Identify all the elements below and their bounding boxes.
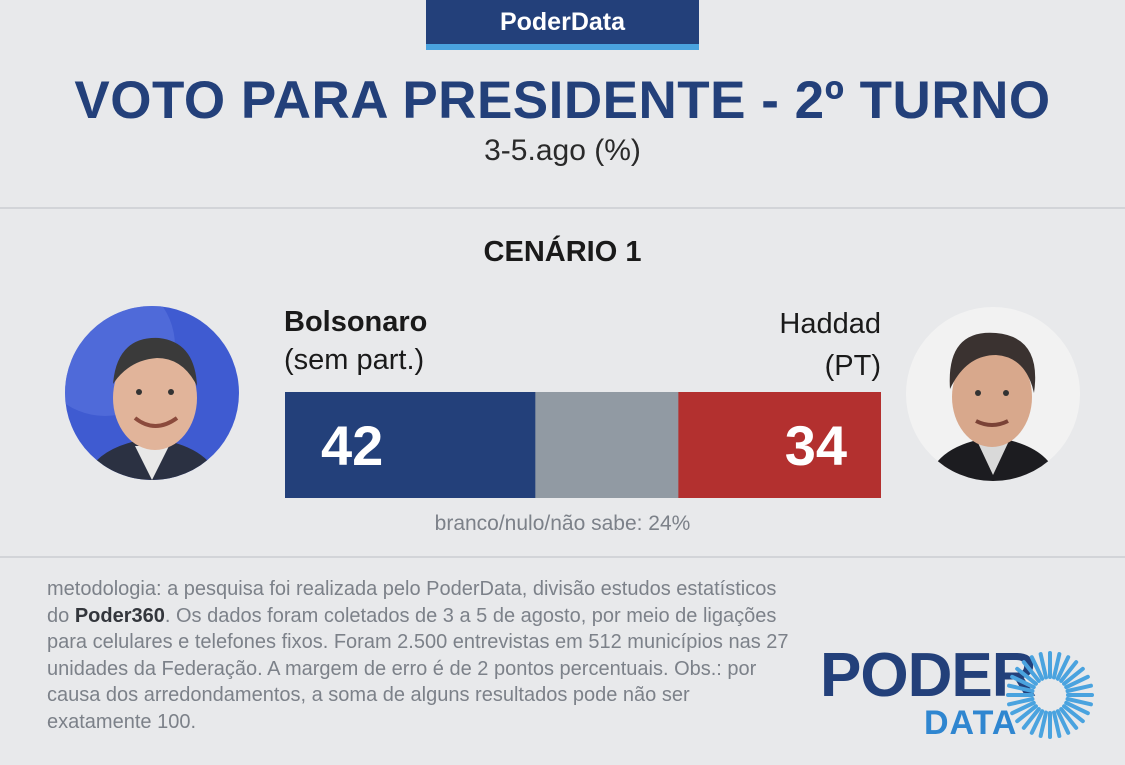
- logo-data-text: DATA: [924, 704, 1018, 742]
- sun-ray: [1021, 660, 1041, 683]
- bolsonaro-name: Bolsonaro: [284, 306, 428, 338]
- sun-ray: [1038, 710, 1048, 738]
- sun-ray: [1052, 710, 1062, 738]
- methodology-text-1: metodologia: a pesquisa foi realizada pe…: [47, 578, 777, 627]
- sun-ray: [1065, 683, 1093, 693]
- haddad-party: (PT): [824, 350, 881, 382]
- sun-ray: [1007, 697, 1035, 707]
- sun-ray: [1065, 697, 1093, 707]
- sun-ray: [1055, 709, 1071, 735]
- poder360-label: Poder360: [74, 604, 165, 627]
- chart-subtitle: 3-5.ago (%): [484, 134, 641, 167]
- haddad-photo: [906, 307, 1080, 481]
- sun-ray: [1052, 652, 1062, 680]
- sun-ray: [1059, 660, 1079, 683]
- sun-ray: [1029, 709, 1045, 735]
- sun-ray: [1010, 700, 1036, 716]
- sun-ray: [1021, 707, 1041, 730]
- top-divider: [0, 207, 1125, 209]
- sun-ray: [1007, 683, 1035, 693]
- logo-poder-text: PODER: [820, 641, 1036, 710]
- bolsonaro-photo: [65, 306, 239, 480]
- sun-ray: [1059, 707, 1079, 730]
- value-label-bolsonaro: 42: [321, 414, 383, 477]
- sun-ray: [1055, 655, 1071, 681]
- bar-segment-bolsonaro: [285, 392, 536, 498]
- undecided-footnote: branco/nulo/não sabe: 24%: [434, 512, 691, 535]
- logo-sun-icon: [1006, 651, 1094, 739]
- scenario-label: CENÁRIO 1: [483, 236, 642, 268]
- bolsonaro-party: (sem part.): [284, 344, 425, 376]
- chart-title: VOTO PARA PRESIDENTE - 2º TURNO: [74, 71, 1051, 130]
- haddad-name: Haddad: [779, 308, 881, 340]
- bar-segment-undecided: [535, 392, 679, 498]
- sun-ray: [1015, 666, 1038, 686]
- bar-segment-haddad: [678, 392, 881, 498]
- sun-ray: [1062, 666, 1085, 686]
- value-label-haddad: 34: [785, 414, 847, 477]
- sun-ray: [1062, 704, 1085, 724]
- sun-ray: [1064, 700, 1090, 716]
- bottom-divider: [0, 556, 1125, 558]
- stacked-bar-chart: 42 34: [285, 392, 881, 498]
- brand-tab: PoderData: [426, 0, 699, 50]
- sun-ray: [1015, 704, 1038, 724]
- methodology-text-2: . Os dados foram coletados de 3 a 5 de a…: [47, 604, 789, 733]
- methodology-note: metodologia: a pesquisa foi realizada pe…: [47, 576, 799, 735]
- sun-ray: [1038, 652, 1048, 680]
- sun-ray: [1064, 674, 1090, 690]
- sun-ray: [1029, 655, 1045, 681]
- sun-ray: [1010, 674, 1036, 690]
